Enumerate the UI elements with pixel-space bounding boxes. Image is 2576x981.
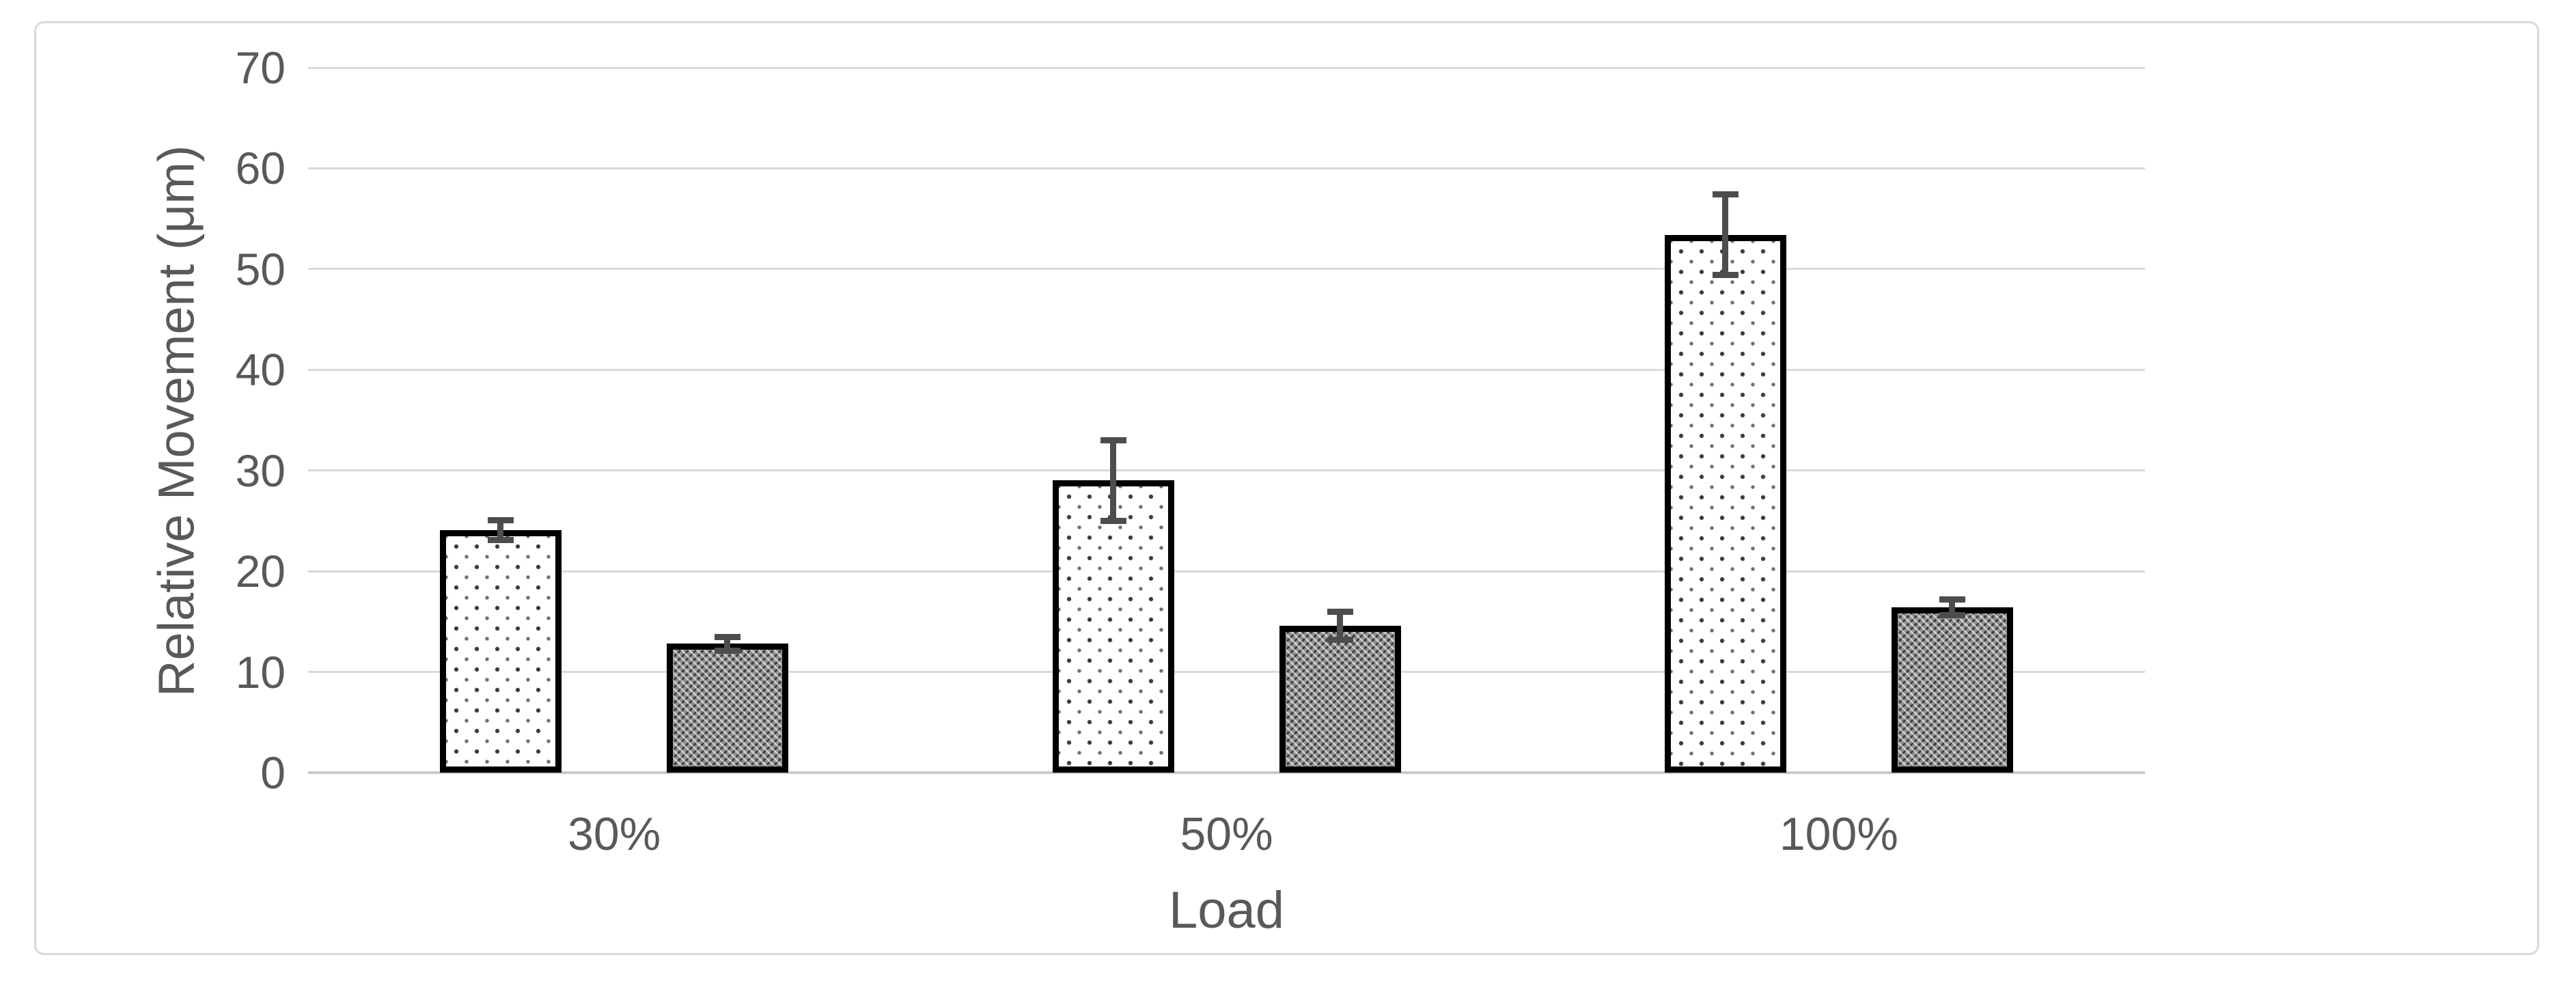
error-bar-cap-top [1327, 608, 1353, 615]
y-axis-title: Relative Movement (μm) [148, 145, 205, 697]
plot-area [308, 66, 2145, 774]
error-bar-stem [1109, 437, 1116, 524]
error-bar-cap-top [1712, 191, 1739, 198]
error-bar-cap-bottom [488, 536, 514, 543]
y-tick-label: 60 [235, 143, 286, 194]
error-bar-cap-top [488, 516, 514, 523]
bar-hatched-50% [1279, 625, 1401, 773]
x-tick-label: 100% [1779, 808, 1898, 860]
error-bar-hatched-30% [715, 633, 741, 654]
error-bar-dotted-30% [488, 516, 514, 543]
error-bar-cap-top [1100, 437, 1126, 444]
x-axis-line [308, 771, 2145, 774]
y-tick-label: 70 [235, 42, 286, 93]
error-bar-stem [1336, 608, 1343, 643]
error-bar-cap-bottom [1939, 612, 1965, 619]
error-bar-cap-top [715, 633, 741, 640]
gridline [308, 368, 2145, 371]
x-tick-label: 30% [568, 808, 661, 860]
bar-dotted-50% [1052, 480, 1174, 773]
bar-dotted-100% [1664, 234, 1786, 773]
gridline [308, 268, 2145, 271]
y-tick-label: 20 [235, 546, 286, 597]
error-bar-stem [724, 633, 731, 654]
error-bar-hatched-100% [1939, 596, 1965, 619]
error-bar-stem [1948, 596, 1955, 619]
error-bar-cap-bottom [1327, 636, 1353, 643]
y-tick-label: 40 [235, 344, 286, 396]
gridline [308, 570, 2145, 572]
gridline [308, 167, 2145, 169]
error-bar-dotted-100% [1712, 191, 1739, 279]
bar-hatched-30% [667, 644, 789, 773]
y-tick-label: 10 [235, 646, 286, 697]
bar-dotted-30% [440, 529, 562, 773]
error-bar-stem [1721, 191, 1728, 279]
error-bar-cap-top [1939, 596, 1965, 603]
x-axis-title: Load [1168, 881, 1285, 939]
y-tick-label: 0 [260, 747, 286, 798]
gridline [308, 671, 2145, 674]
error-bar-cap-bottom [1712, 272, 1739, 279]
y-tick-label: 50 [235, 243, 286, 294]
chart-frame: 0 10 20 30 40 50 60 70 30% 50% 100% Relative Move… [34, 21, 2539, 955]
bar-hatched-100% [1891, 607, 2013, 773]
error-bar-cap-bottom [1100, 517, 1126, 524]
error-bar-hatched-50% [1327, 608, 1353, 643]
error-bar-dotted-50% [1100, 437, 1126, 524]
x-tick-label: 50% [1180, 808, 1273, 860]
error-bar-stem [497, 516, 504, 543]
error-bar-cap-bottom [715, 648, 741, 654]
y-tick-label: 30 [235, 445, 286, 496]
gridline [308, 66, 2145, 69]
gridline [308, 469, 2145, 472]
